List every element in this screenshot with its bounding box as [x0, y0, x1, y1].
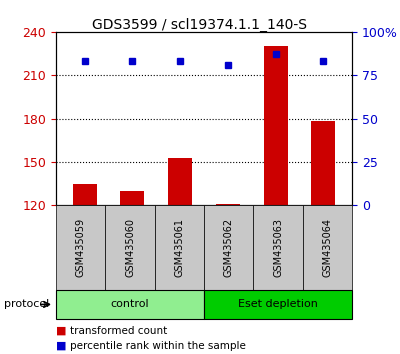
Text: protocol: protocol: [4, 299, 49, 309]
Text: GDS3599 / scl19374.1.1_140-S: GDS3599 / scl19374.1.1_140-S: [92, 18, 308, 32]
Text: control: control: [111, 299, 149, 309]
Bar: [264, 46, 288, 205]
Text: transformed count: transformed count: [70, 326, 167, 336]
Text: GSM435061: GSM435061: [174, 218, 184, 277]
Text: GSM435059: GSM435059: [76, 218, 86, 278]
Text: GSM435064: GSM435064: [322, 218, 332, 277]
Text: GSM435063: GSM435063: [273, 218, 283, 277]
Text: percentile rank within the sample: percentile rank within the sample: [70, 341, 246, 351]
Bar: [120, 191, 144, 205]
Text: Eset depletion: Eset depletion: [238, 299, 318, 309]
Bar: [312, 121, 335, 205]
Text: GSM435060: GSM435060: [125, 218, 135, 277]
Bar: [168, 158, 192, 205]
Text: ■: ■: [56, 341, 66, 351]
Bar: [73, 184, 96, 205]
Bar: [216, 204, 240, 205]
Text: GSM435062: GSM435062: [224, 218, 234, 278]
Text: ■: ■: [56, 326, 66, 336]
